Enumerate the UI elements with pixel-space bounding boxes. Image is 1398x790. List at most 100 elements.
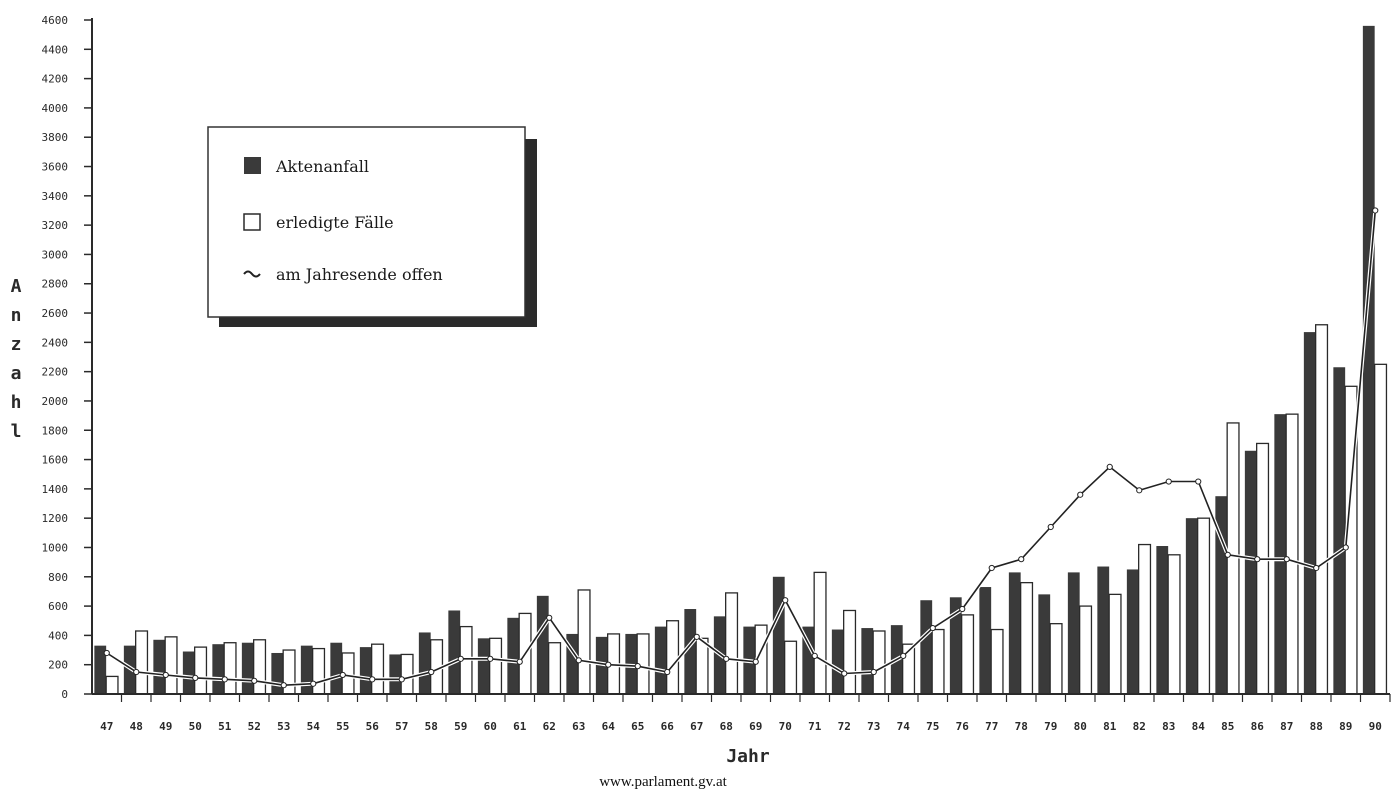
bar-aktenanfall	[330, 642, 343, 694]
x-tick-label: 80	[1074, 720, 1087, 733]
line-point	[1372, 207, 1379, 214]
line-point	[369, 676, 376, 683]
bar-aktenanfall	[1038, 594, 1051, 694]
line-point	[457, 655, 464, 662]
source-footer: www.parlament.gv.at	[599, 774, 727, 790]
x-tick-label: 61	[513, 720, 527, 733]
line-point	[988, 564, 995, 572]
bar-erledigte	[223, 642, 237, 695]
bar-aktenanfall	[389, 654, 402, 694]
bar-erledigte	[1167, 554, 1181, 695]
x-tick-label: 76	[956, 720, 970, 733]
bar-aktenanfall	[300, 645, 313, 694]
y-tick-label: 4400	[42, 43, 69, 56]
y-tick-label: 2000	[42, 395, 69, 408]
line-point	[339, 671, 346, 679]
y-tick-label: 3200	[42, 219, 69, 232]
y-tick-label: 2600	[42, 307, 69, 320]
y-tick-label: 4000	[42, 102, 69, 115]
line-point	[870, 668, 877, 676]
bar-erledigte	[1049, 623, 1063, 695]
bar-erledigte	[725, 592, 739, 695]
bar-aktenanfall	[1097, 566, 1110, 694]
x-tick-label: 89	[1339, 720, 1352, 733]
bar-erledigte	[135, 630, 149, 695]
x-tick-label: 88	[1310, 720, 1323, 733]
x-tick-label: 51	[218, 720, 232, 733]
bar-aktenanfall	[1126, 569, 1139, 694]
line-point	[280, 682, 287, 689]
bar-erledigte	[194, 646, 208, 695]
bar-aktenanfall	[477, 638, 490, 694]
bar-erledigte	[1256, 442, 1270, 695]
bar-erledigte	[1079, 605, 1093, 695]
line-point	[487, 655, 494, 662]
bar-aktenanfall	[566, 633, 579, 694]
x-tick-label: 69	[749, 720, 762, 733]
line-point	[1224, 551, 1231, 558]
x-tick-label: 87	[1280, 720, 1293, 733]
bar-aktenanfall	[536, 595, 549, 694]
x-tick-label: 49	[159, 720, 172, 733]
x-tick-label: 62	[543, 720, 556, 733]
line-point	[634, 663, 641, 670]
x-tick-label: 58	[425, 720, 438, 733]
x-axis-title: Jahr	[726, 746, 770, 767]
legend-swatch-erledigte	[243, 213, 261, 231]
y-tick-label: 2400	[42, 336, 69, 349]
bar-erledigte	[813, 571, 827, 695]
x-tick-label: 56	[366, 720, 380, 733]
line-point	[959, 605, 966, 613]
x-tick-label: 72	[838, 720, 851, 733]
bar-erledigte	[1285, 413, 1299, 695]
bar-aktenanfall	[271, 652, 284, 694]
bar-aktenanfall	[448, 610, 461, 694]
y-tick-label: 3600	[42, 161, 69, 174]
line-point	[1283, 556, 1290, 563]
line-point	[1136, 487, 1143, 494]
bar-aktenanfall	[1156, 546, 1169, 694]
line-point	[841, 670, 848, 677]
x-tick-label: 47	[100, 720, 113, 733]
y-tick-label: 800	[48, 571, 68, 584]
bar-aktenanfall	[418, 632, 431, 694]
bar-erledigte	[1374, 363, 1388, 695]
legend-label-offen: am Jahresende offen	[276, 265, 443, 284]
bar-aktenanfall	[359, 647, 372, 694]
bar-aktenanfall	[507, 617, 520, 694]
line-point	[251, 677, 258, 684]
x-tick-label: 81	[1103, 720, 1117, 733]
x-axis-ticks: 47 48 49 50 51 52 53 54 55 56 57 58 59 60 61 62 63 64 65 66…	[100, 694, 1391, 733]
x-tick-label: 60	[484, 720, 497, 733]
x-tick-label: 54	[307, 720, 321, 733]
line-layer	[103, 207, 1379, 689]
line-point	[664, 668, 671, 676]
line-point	[1047, 523, 1054, 531]
bars-layer	[94, 25, 1388, 695]
y-tick-label: 3000	[42, 248, 69, 261]
y-tick-label: 400	[48, 629, 68, 642]
line-point	[1106, 463, 1113, 470]
y-axis-title-letter: h	[11, 392, 22, 413]
legend: Aktenanfall erledigte Fälle am Jahresend…	[207, 126, 537, 327]
bar-erledigte	[931, 628, 945, 695]
line-point	[133, 668, 140, 676]
bar-aktenanfall	[1215, 496, 1228, 694]
bar-erledigte	[577, 589, 591, 695]
y-tick-label: 3400	[42, 190, 69, 203]
bar-aktenanfall	[1303, 332, 1316, 694]
line-point	[1165, 478, 1172, 485]
bar-aktenanfall	[772, 576, 785, 694]
bar-erledigte	[1197, 517, 1211, 695]
y-tick-label: 1800	[42, 424, 69, 437]
bar-aktenanfall	[1008, 572, 1021, 694]
line-point	[1077, 491, 1084, 498]
bar-aktenanfall	[684, 609, 697, 694]
axes	[91, 18, 1390, 695]
y-tick-label: 4600	[42, 14, 69, 27]
y-tick-label: 200	[48, 659, 68, 672]
x-tick-label: 50	[189, 720, 202, 733]
x-tick-label: 75	[926, 720, 939, 733]
bar-aktenanfall	[182, 651, 195, 694]
